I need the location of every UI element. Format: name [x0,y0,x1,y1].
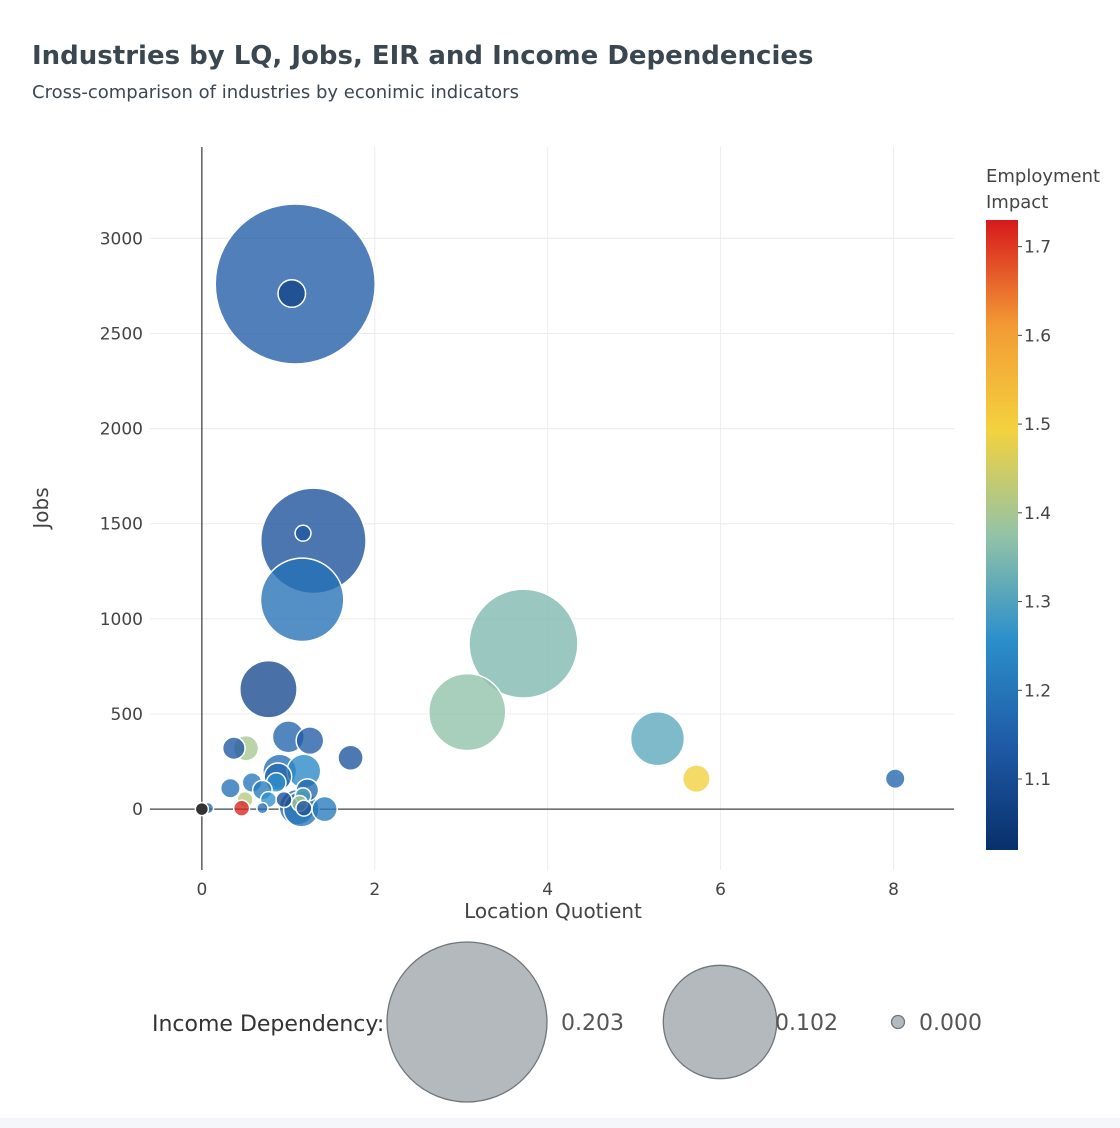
data-bubble [311,795,338,823]
y-axis-title: Jobs [29,487,53,530]
y-tick-label: 2000 [100,420,143,440]
data-bubble [295,726,325,756]
colorbar-tick-label: 1.2 [1024,681,1051,701]
chart-subtitle: Cross-comparison of industries by econim… [32,82,519,103]
x-tick-label: 6 [715,880,726,900]
size-legend-bubble [662,964,778,1080]
colorbar-tick-label: 1.3 [1024,593,1051,613]
size-legend-value: 0.000 [919,1011,982,1036]
data-bubble [884,768,906,790]
data-bubble [259,557,345,643]
size-legend-bubble [890,1014,906,1030]
data-bubble [256,801,269,815]
y-tick-label: 0 [132,800,143,820]
data-bubble [232,799,251,817]
data-bubble [681,764,711,794]
data-bubble [468,588,579,699]
x-tick-label: 8 [888,880,899,900]
data-bubble [239,659,298,719]
y-tick-label: 1000 [100,610,143,630]
data-bubble [194,801,210,817]
data-bubble [428,672,507,752]
size-legend: Income Dependency: 0.203 0.102 0.000 [152,941,982,1103]
data-bubble [295,799,313,817]
data-bubble [277,278,307,309]
y-tick-label: 2500 [100,324,143,344]
colorbar-tick-label: 1.4 [1024,504,1051,524]
chart-title: Industries by LQ, Jobs, EIR and Income D… [32,41,814,71]
data-bubble [294,524,312,542]
x-tick-label: 2 [369,880,380,900]
y-tick-label: 1500 [100,515,143,535]
x-tick-label: 0 [196,880,207,900]
data-bubble [219,777,241,799]
size-legend-label: Income Dependency: [152,1012,384,1037]
data-bubble [275,790,293,809]
colorbar-tick-label: 1.1 [1024,770,1051,790]
colorbar: Employment Impact 1.1 1.2 1.3 1.4 1.5 1.6 1.7 [986,166,1100,850]
footer-strip [0,1118,1120,1128]
bubbles [194,203,906,828]
colorbar-tick-label: 1.6 [1024,326,1051,346]
y-tick-label: 500 [111,705,143,725]
colorbar-tick-label: 1.7 [1024,238,1051,258]
size-legend-value: 0.102 [775,1011,838,1036]
x-tick-label: 4 [542,880,553,900]
data-bubble [221,736,246,761]
colorbar-scale [986,220,1018,850]
x-axis-title: Location Quotient [464,899,642,923]
colorbar-title-line-1: Employment [986,166,1100,187]
data-bubble [337,744,364,772]
y-tick-label: 3000 [100,229,143,249]
colorbar-title-line-2: Impact [986,192,1048,213]
data-bubble [629,711,686,767]
size-legend-bubble [386,941,548,1103]
colorbar-tick-label: 1.5 [1024,415,1051,435]
size-legend-value: 0.203 [561,1011,624,1036]
